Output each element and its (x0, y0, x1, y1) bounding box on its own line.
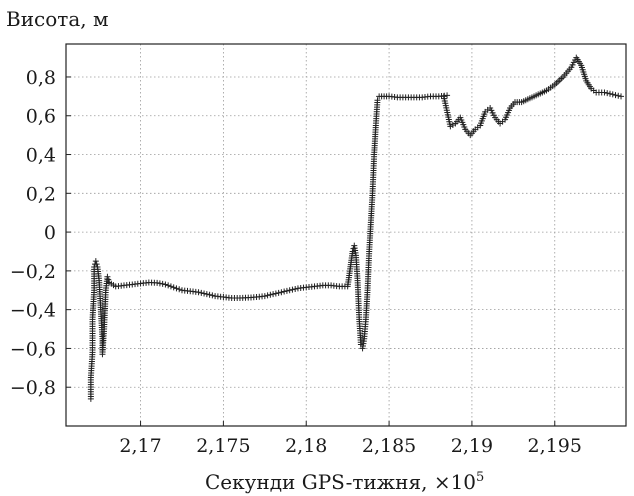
data-point (612, 92, 619, 99)
data-point (154, 279, 161, 286)
y-tick-label: 0 (44, 222, 56, 244)
data-point (270, 291, 277, 298)
y-tick-label: −0,4 (10, 300, 56, 322)
data-point (162, 281, 169, 288)
data-point (374, 97, 381, 104)
data-point (281, 288, 288, 295)
y-tick-label: −0,2 (10, 261, 56, 283)
data-point (615, 92, 622, 99)
data-point (105, 276, 112, 283)
data-point (286, 287, 293, 294)
data-point (289, 286, 296, 293)
data-point (606, 90, 613, 97)
grid (66, 44, 626, 426)
y-axis-ticks: 0,8 0,6 0,4 0,2 0 −0,2 −0,4 −0,6 −0,8 (10, 67, 71, 399)
data-point (156, 280, 163, 287)
y-tick-label: 0,2 (26, 183, 56, 205)
x-axis-label-text: Секунди GPS-тижня, ×10 (205, 470, 476, 494)
data-point (267, 291, 274, 298)
data-point (198, 289, 205, 296)
x-axis-label-exponent: 5 (476, 470, 484, 485)
data-point (165, 282, 172, 289)
data-point (601, 89, 608, 96)
x-tick-label: 2,18 (285, 435, 327, 457)
data-point (604, 90, 611, 97)
x-axis-label: Секунди GPS-тижня, ×105 (205, 470, 484, 494)
plot-frame (65, 43, 627, 427)
data-point (201, 290, 208, 297)
data-point (167, 283, 174, 290)
data-point (203, 291, 210, 298)
data-point (444, 92, 451, 99)
data-point (275, 289, 282, 296)
data-point (272, 290, 279, 297)
data-point (92, 258, 99, 265)
data-point (609, 91, 616, 98)
y-tick-label: 0,4 (26, 145, 56, 167)
data-point (170, 284, 177, 291)
x-tick-label: 2,17 (119, 435, 161, 457)
y-tick-label: 0,6 (26, 106, 56, 128)
data-point (209, 292, 216, 299)
y-tick-label: 0,8 (26, 67, 56, 89)
data-point (278, 289, 285, 296)
data-point (618, 93, 625, 100)
data-point (176, 286, 183, 293)
x-tick-label: 2,19 (451, 435, 493, 457)
x-tick-label: 2,175 (196, 435, 250, 457)
y-tick-label: −0,8 (10, 377, 56, 399)
data-point (261, 293, 268, 300)
data-point (104, 273, 111, 280)
data-point (173, 285, 180, 292)
data-point (206, 291, 213, 298)
data-point (195, 289, 202, 296)
data-point (159, 280, 166, 287)
y-axis-label: Висота, м (6, 7, 109, 31)
x-axis-ticks: 2,17 2,175 2,18 2,185 2,19 2,195 (119, 421, 582, 457)
data-point (283, 287, 290, 294)
x-tick-label: 2,185 (362, 435, 416, 457)
y-tick-label: −0,6 (10, 338, 56, 360)
x-tick-label: 2,195 (528, 435, 582, 457)
data-point (292, 285, 299, 292)
data-point (264, 292, 271, 299)
data-point (93, 261, 100, 268)
data-points (87, 54, 625, 402)
